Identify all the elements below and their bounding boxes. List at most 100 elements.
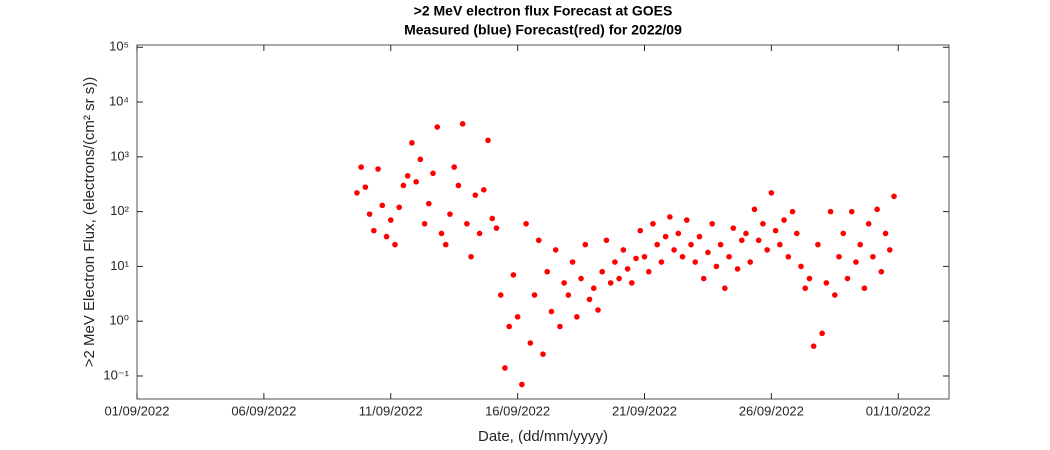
data-point xyxy=(777,241,783,248)
data-point xyxy=(722,285,728,292)
data-point xyxy=(371,227,377,234)
data-point xyxy=(375,166,381,172)
data-point xyxy=(654,241,660,248)
data-point xyxy=(413,179,419,185)
chart-title: >2 MeV electron flux Forecast at GOES xyxy=(414,3,673,19)
x-tick-label: 21/09/2022 xyxy=(612,403,677,418)
data-point xyxy=(417,156,424,163)
data-point xyxy=(886,247,893,253)
data-point xyxy=(878,268,885,275)
data-point xyxy=(506,323,512,330)
data-point xyxy=(650,220,656,227)
data-point xyxy=(760,220,766,227)
data-point xyxy=(738,237,745,244)
data-point xyxy=(531,292,538,298)
data-point xyxy=(396,204,403,211)
data-point xyxy=(616,275,622,282)
data-point xyxy=(464,220,470,227)
data-point xyxy=(603,237,610,244)
data-point xyxy=(747,259,754,265)
data-point xyxy=(806,275,813,282)
data-point xyxy=(865,220,872,227)
data-point xyxy=(590,285,597,292)
data-point xyxy=(844,275,851,282)
data-point xyxy=(798,263,804,270)
y-tick-label: 10⁵ xyxy=(109,39,129,54)
data-point xyxy=(675,230,682,237)
y-tick-label: 10³ xyxy=(110,148,129,163)
data-point xyxy=(688,241,694,248)
data-point xyxy=(404,173,411,179)
data-point xyxy=(400,182,407,189)
data-point xyxy=(658,259,665,265)
data-point xyxy=(717,241,724,248)
data-point xyxy=(548,308,555,315)
data-point xyxy=(493,225,500,231)
data-point xyxy=(476,230,483,237)
data-point xyxy=(497,292,504,298)
data-point xyxy=(523,220,529,227)
data-point xyxy=(612,259,618,265)
data-point xyxy=(455,182,462,189)
data-point xyxy=(802,285,809,292)
x-axis-label: Date, (dd/mm/yyyy) xyxy=(478,428,608,445)
data-point xyxy=(607,280,614,286)
data-point xyxy=(633,255,639,262)
data-point xyxy=(667,214,673,220)
data-point xyxy=(709,220,715,227)
data-point xyxy=(459,121,466,127)
x-tick-label: 06/09/2022 xyxy=(231,403,296,418)
data-point xyxy=(874,206,880,213)
data-point xyxy=(392,241,398,248)
y-tick-label: 10² xyxy=(110,203,129,218)
data-point xyxy=(578,275,584,282)
data-point xyxy=(836,253,842,260)
data-point xyxy=(827,208,834,215)
data-point xyxy=(595,307,601,313)
data-point xyxy=(645,268,652,275)
data-point xyxy=(557,323,563,330)
data-point xyxy=(713,263,720,270)
data-point xyxy=(755,237,762,244)
x-tick-label: 26/09/2022 xyxy=(739,403,804,418)
data-point xyxy=(447,211,453,217)
data-point xyxy=(781,217,787,223)
data-point xyxy=(637,227,644,234)
data-point xyxy=(510,272,517,278)
data-point xyxy=(696,233,703,240)
data-point xyxy=(679,253,686,260)
data-point xyxy=(383,233,390,240)
data-point xyxy=(641,253,648,260)
data-point xyxy=(683,217,690,223)
data-point xyxy=(819,330,825,337)
data-point xyxy=(840,230,847,237)
data-point xyxy=(882,230,889,237)
data-point xyxy=(354,190,360,196)
data-point xyxy=(891,193,897,200)
data-point xyxy=(421,220,428,227)
data-point xyxy=(751,206,758,213)
data-point xyxy=(793,230,800,237)
data-point xyxy=(514,314,521,320)
data-point xyxy=(519,381,525,388)
x-tick-label: 16/09/2022 xyxy=(485,403,550,418)
data-point xyxy=(700,275,707,282)
y-tick-label: 10¹ xyxy=(110,258,129,273)
data-point xyxy=(544,268,551,275)
data-point xyxy=(358,164,364,170)
data-point xyxy=(785,253,792,260)
data-point xyxy=(438,230,445,237)
data-point xyxy=(789,208,796,215)
data-point xyxy=(815,241,821,248)
data-point xyxy=(764,247,770,253)
data-point xyxy=(870,253,876,260)
data-point xyxy=(662,233,669,240)
data-point xyxy=(857,241,863,248)
data-point xyxy=(823,280,830,286)
data-point xyxy=(552,247,559,253)
data-point xyxy=(366,211,373,217)
data-point xyxy=(629,280,635,286)
data-point xyxy=(434,124,441,130)
data-point xyxy=(772,227,779,234)
